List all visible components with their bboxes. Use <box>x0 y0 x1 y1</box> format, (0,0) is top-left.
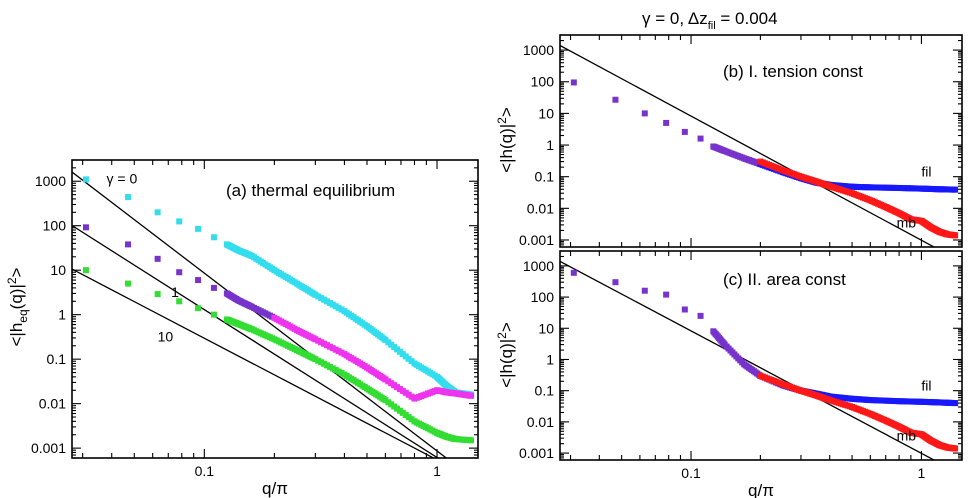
curve-label-a: 1 <box>171 284 179 300</box>
y-tick-label-c: 1 <box>546 351 554 367</box>
x-tick-label-a: 1 <box>433 463 441 479</box>
y-tick-label-a: 1000 <box>35 173 66 189</box>
y-tick-label-c: 100 <box>531 289 555 305</box>
x-tick-label-c: 1 <box>918 465 926 481</box>
marker-b-blue <box>570 79 577 86</box>
series-label-b-fil: fil <box>921 164 931 180</box>
marker-b-blue <box>697 135 704 142</box>
y-tick-label-c: 0.1 <box>535 383 555 399</box>
fit-line-a-0 <box>72 171 448 458</box>
marker-c-blue <box>641 287 648 294</box>
y-tick-label-b: 100 <box>531 74 555 90</box>
x-axis-label-a: q/π <box>262 479 288 498</box>
marker-a-cyan <box>125 194 132 201</box>
curve-label-a: γ = 0 <box>107 170 138 186</box>
marker-a-green <box>195 305 202 312</box>
y-tick-label-a: 0.001 <box>31 440 66 456</box>
marker-b-blue <box>641 110 648 117</box>
panel-title-a: (a) thermal equilibrium <box>226 181 395 200</box>
series-label-c-fil: fil <box>921 378 931 394</box>
figure-title: γ = 0, Δzfil = 0.004 <box>642 9 778 32</box>
marker-a-green <box>154 291 161 298</box>
marker-c-blue <box>681 306 688 313</box>
marker-a-magenta <box>210 284 217 291</box>
fit-line-c-0 <box>560 260 936 460</box>
y-tick-label-b: 0.1 <box>535 169 555 185</box>
panel-title-b: (b) I. tension const <box>723 62 863 81</box>
marker-c-blue <box>697 312 704 319</box>
fit-line-a-2 <box>72 268 435 458</box>
y-tick-label-b: 0.001 <box>519 232 554 248</box>
marker-a-magenta <box>195 277 202 284</box>
marker-a-cyan <box>154 209 161 216</box>
marker-a-magenta <box>82 224 89 231</box>
y-tick-label-a: 1 <box>58 307 66 323</box>
marker-c-blue <box>570 269 577 276</box>
y-tick-label-b: 0.01 <box>527 200 554 216</box>
panel-title-c: (c) II. area const <box>723 270 846 289</box>
marker-a-cyan <box>210 234 217 241</box>
marker-b-blue <box>952 186 959 193</box>
x-tick-label-c: 0.1 <box>681 465 701 481</box>
y-axis-label-c: <|h(q)|2> <box>495 322 516 388</box>
marker-a-magenta <box>154 255 161 262</box>
y-tick-label-a: 10 <box>50 262 66 278</box>
y-tick-label-c: 10 <box>538 320 554 336</box>
series-label-c-mb: mb <box>897 428 917 444</box>
fit-line-b-0 <box>560 44 936 247</box>
y-axis-label-a: <|heq(q)|2> <box>5 267 30 346</box>
y-tick-label-c: 1000 <box>523 258 554 274</box>
marker-a-magenta <box>125 241 132 248</box>
plot-frame-a <box>71 159 479 459</box>
marker-a-cyan <box>176 218 183 225</box>
y-tick-label-a: 0.01 <box>39 396 66 412</box>
figure-title-subscript: fil <box>708 20 716 32</box>
marker-c-red <box>952 445 959 452</box>
y-tick-label-b: 10 <box>538 105 554 121</box>
marker-c-blue <box>952 400 959 407</box>
marker-a-green <box>468 437 475 444</box>
fit-line-a-1 <box>72 224 440 458</box>
x-axis-label-c: q/π <box>748 481 774 498</box>
marker-c-blue <box>663 291 670 298</box>
marker-c-blue <box>612 279 619 286</box>
y-tick-label-c: 0.001 <box>519 445 554 461</box>
curve-label-a: 10 <box>158 328 174 344</box>
x-tick-label-a: 0.1 <box>195 463 215 479</box>
y-tick-label-a: 0.1 <box>47 351 67 367</box>
y-tick-label-c: 0.01 <box>527 414 554 430</box>
marker-b-blue <box>681 128 688 135</box>
series-label-b-mb: mb <box>897 214 917 230</box>
marker-a-cyan <box>82 176 89 183</box>
marker-a-magenta <box>468 392 475 399</box>
marker-a-green <box>210 311 217 318</box>
marker-a-green <box>82 267 89 274</box>
y-axis-label-b: <|h(q)|2> <box>495 107 516 173</box>
marker-b-blue <box>612 96 619 103</box>
marker-b-red <box>952 232 959 239</box>
figure-title-tail: = 0.004 <box>716 9 778 28</box>
marker-a-green <box>125 280 132 287</box>
marker-a-green <box>176 298 183 305</box>
y-tick-label-a: 100 <box>43 218 67 234</box>
y-tick-label-b: 1 <box>546 137 554 153</box>
y-tick-label-b: 1000 <box>523 42 554 58</box>
marker-a-cyan <box>195 225 202 232</box>
plot-frame-b <box>559 34 963 248</box>
marker-b-blue <box>663 119 670 126</box>
plot-frame-c <box>559 250 963 461</box>
marker-a-magenta <box>176 269 183 276</box>
